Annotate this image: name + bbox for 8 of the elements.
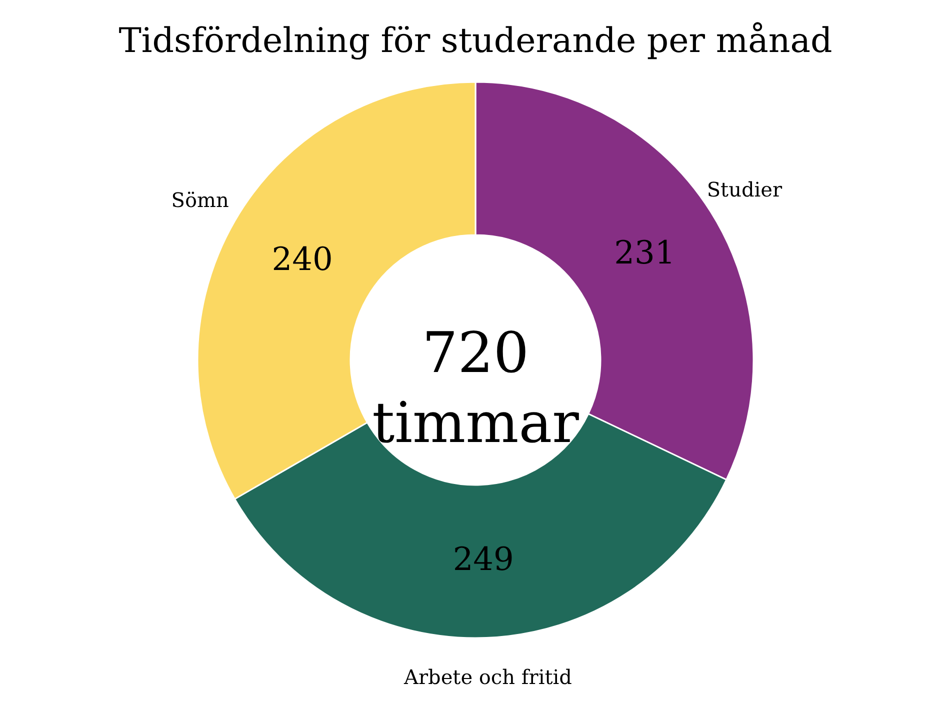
slice-label: Sömn bbox=[171, 188, 230, 212]
data-label: 249 bbox=[452, 540, 514, 578]
chart-title: Tidsfördelning för studerande per månad bbox=[118, 21, 832, 61]
text: 720 timmar bbox=[372, 321, 580, 456]
slice-label: Arbete och fritid bbox=[403, 664, 572, 689]
data-label: 240 bbox=[272, 240, 333, 278]
data-label: 231 bbox=[614, 233, 676, 272]
slice-label: Studier bbox=[706, 177, 782, 202]
